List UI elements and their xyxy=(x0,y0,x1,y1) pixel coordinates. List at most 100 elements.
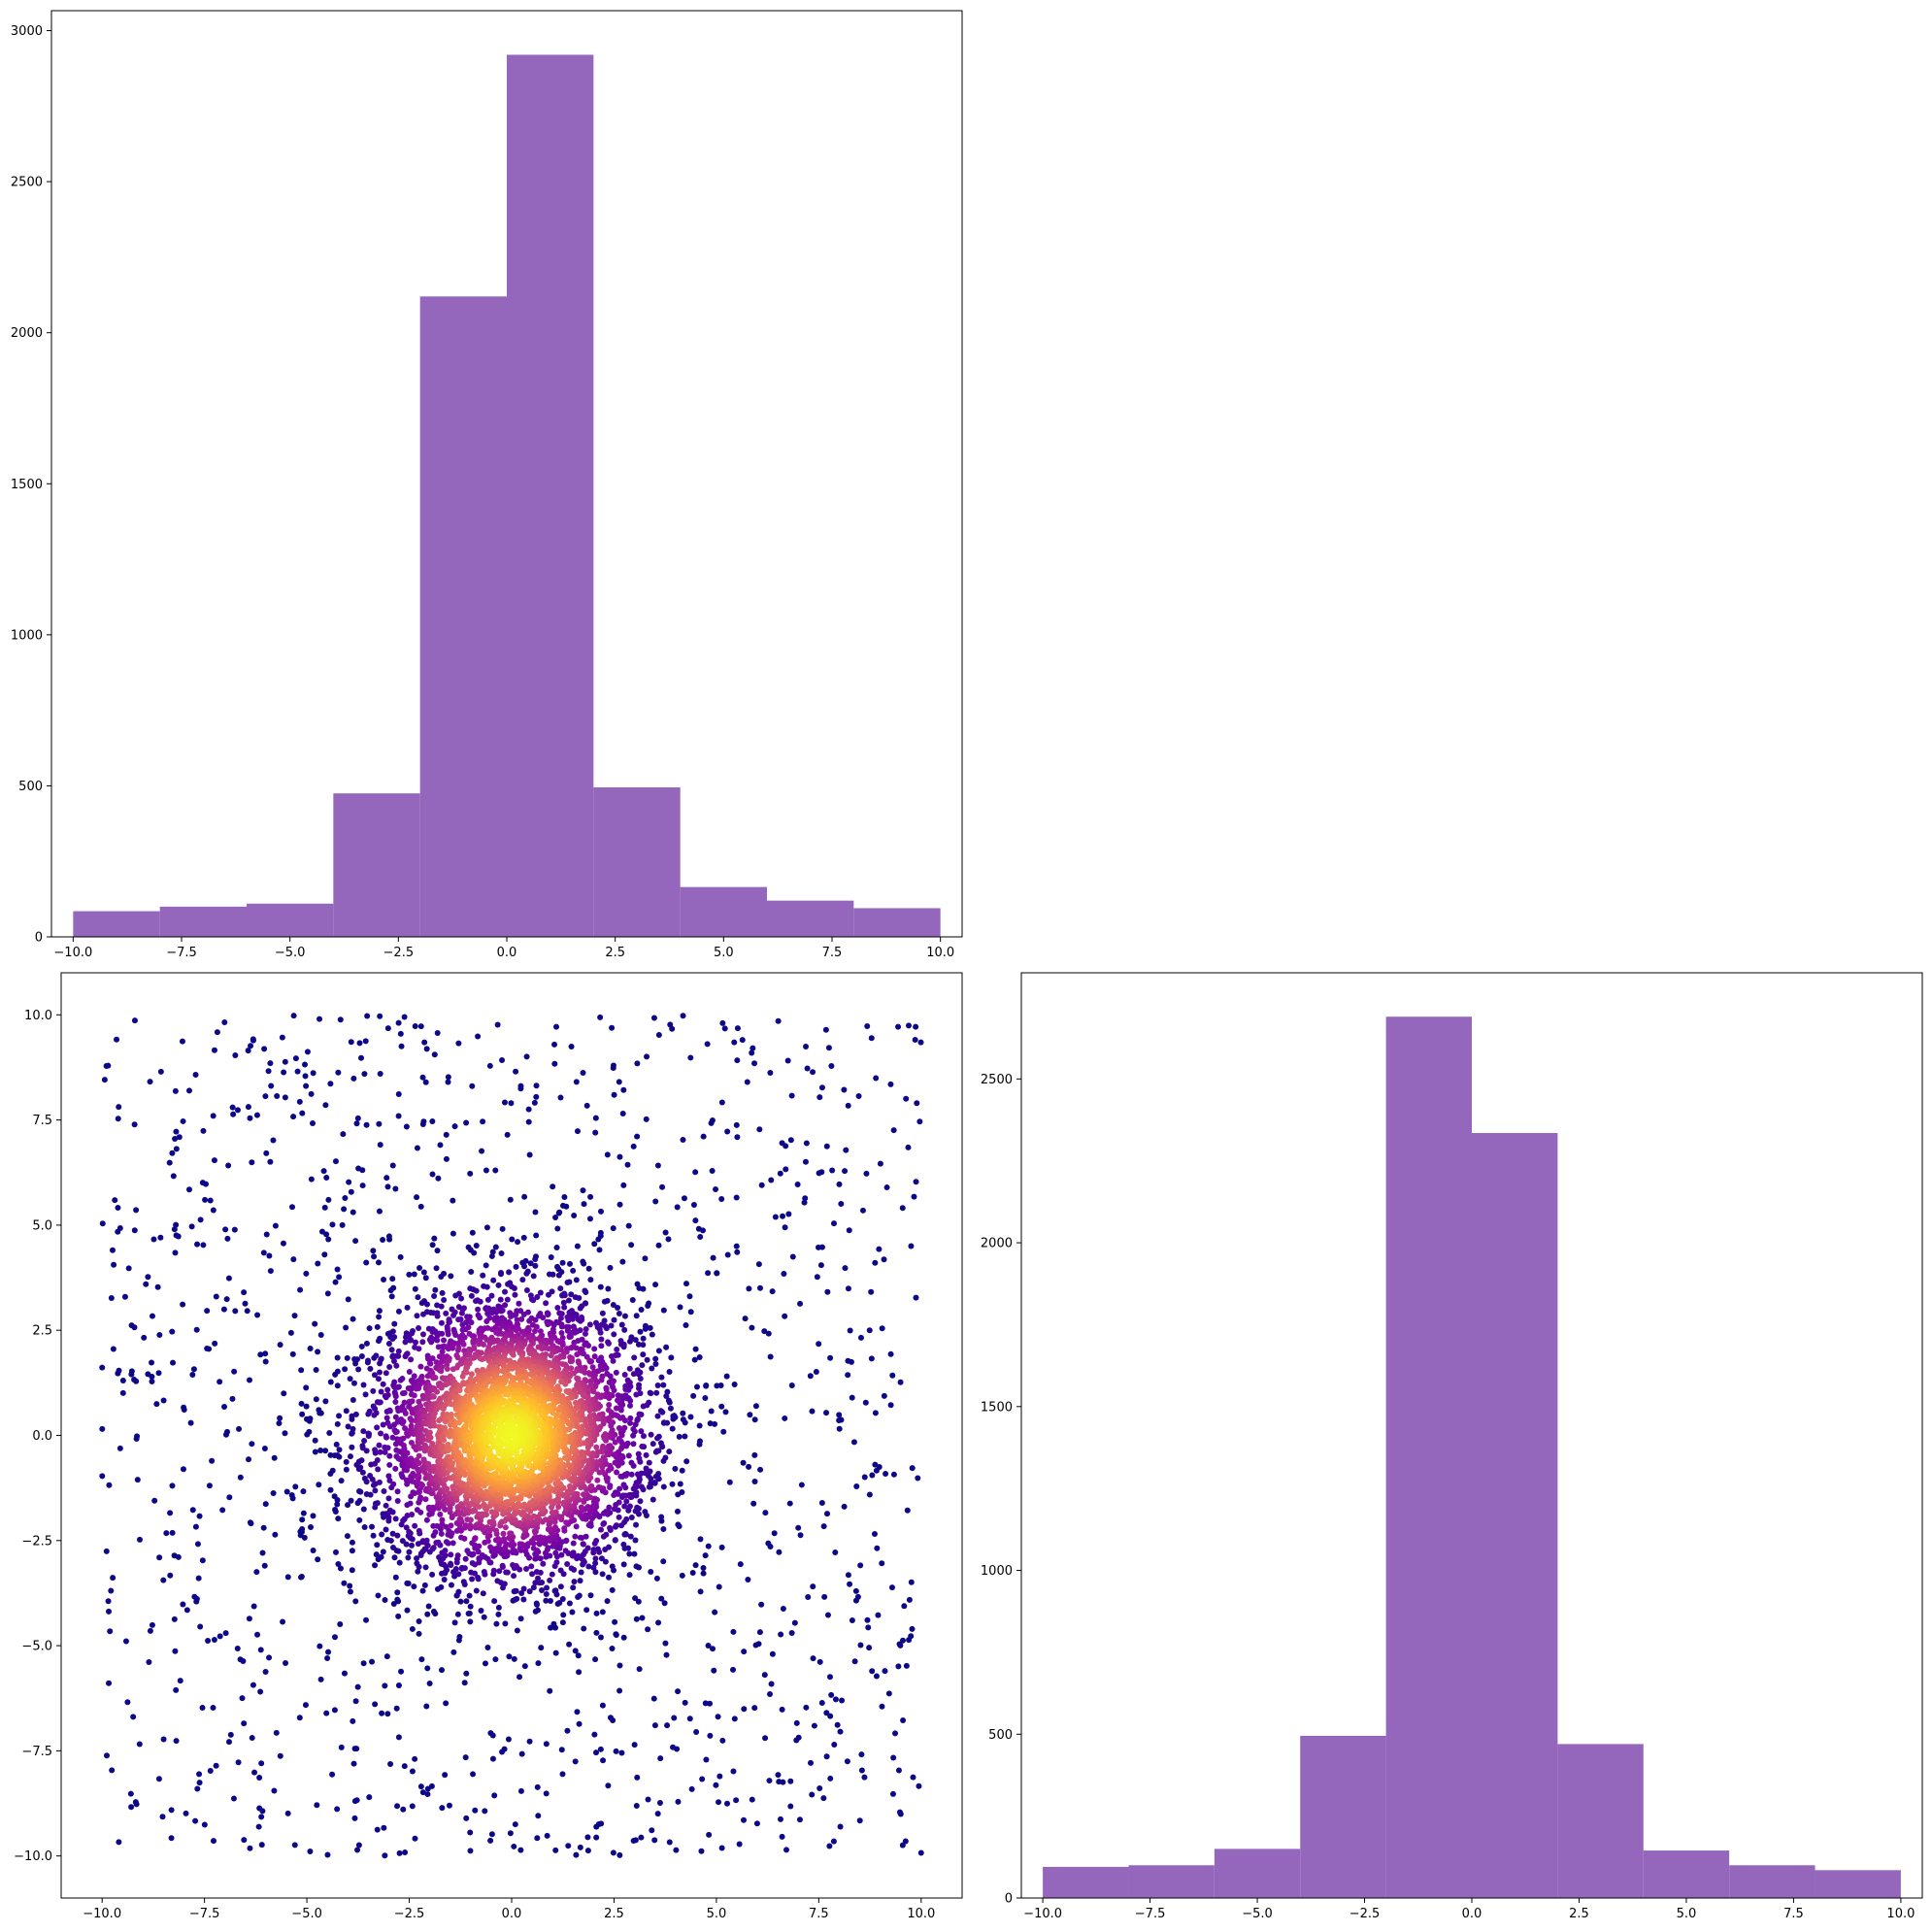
scatter-point xyxy=(352,1238,359,1245)
scatter-point xyxy=(559,1259,566,1266)
scatter-point xyxy=(101,1077,108,1083)
scatter-point xyxy=(813,1369,819,1376)
scatter-point xyxy=(544,1584,550,1591)
scatter-point xyxy=(531,1535,538,1542)
scatter-point xyxy=(416,1459,422,1466)
scatter-point xyxy=(655,1031,662,1038)
scatter-point xyxy=(565,1297,572,1304)
scatter-point xyxy=(621,1313,628,1319)
scatter-point xyxy=(548,1597,554,1604)
scatter-point xyxy=(437,1142,444,1149)
scatter-point xyxy=(377,1369,383,1376)
scatter-point xyxy=(872,1461,879,1468)
scatter-point xyxy=(649,1365,655,1372)
scatter-point xyxy=(549,1498,555,1505)
scatter-point xyxy=(172,1087,179,1094)
scatter-point xyxy=(708,1119,715,1126)
scatter-point xyxy=(612,1439,618,1446)
scatter-point xyxy=(622,1386,629,1393)
scatter-point xyxy=(782,1313,788,1319)
scatter-point xyxy=(166,1159,173,1166)
scatter-point xyxy=(866,1645,873,1651)
scatter-point xyxy=(644,1053,650,1060)
scatter-point xyxy=(411,1271,417,1278)
scatter-point xyxy=(256,1775,263,1782)
scatter-point xyxy=(868,1035,875,1042)
scatter-point xyxy=(660,1419,667,1426)
scatter-point xyxy=(504,1131,511,1138)
scatter-point xyxy=(816,1094,823,1101)
scatter-point xyxy=(151,1497,158,1504)
scatter-point xyxy=(734,1025,741,1032)
scatter-point xyxy=(862,1399,869,1406)
scatter-point xyxy=(707,1420,714,1427)
scatter-point xyxy=(388,1293,395,1300)
scatter-point xyxy=(628,1471,635,1478)
scatter-point xyxy=(429,1355,436,1362)
scatter-point xyxy=(565,1843,572,1849)
scatter-point xyxy=(467,1516,474,1523)
scatter-point xyxy=(467,1603,474,1610)
scatter-point xyxy=(718,1196,725,1203)
scatter-point xyxy=(363,1479,370,1485)
scatter-point xyxy=(615,1304,621,1311)
scatter-point xyxy=(260,1249,267,1256)
scatter-point xyxy=(109,1767,116,1774)
scatter-point xyxy=(479,1148,485,1154)
scatter-point xyxy=(331,1634,338,1641)
scatter-point xyxy=(722,1409,729,1416)
scatter-point xyxy=(563,1519,570,1526)
scatter-point xyxy=(584,1545,591,1551)
scatter-point xyxy=(599,1609,606,1616)
scatter-point xyxy=(439,1330,446,1337)
scatter-point xyxy=(872,1259,879,1266)
scatter-point xyxy=(386,1364,393,1371)
scatter-point xyxy=(262,1350,269,1357)
scatter-point xyxy=(756,1284,763,1291)
scatter-point xyxy=(570,1540,577,1547)
scatter-point xyxy=(455,1571,462,1578)
scatter-point xyxy=(758,1601,765,1608)
scatter-point xyxy=(696,1353,703,1360)
scatter-point xyxy=(607,1264,614,1271)
scatter-point xyxy=(418,1482,425,1488)
scatter-point xyxy=(197,1216,204,1223)
scatter-point xyxy=(902,1838,909,1845)
scatter-point xyxy=(423,1301,430,1308)
scatter-point xyxy=(605,1407,612,1414)
scatter-point xyxy=(516,1541,523,1548)
scatter-point xyxy=(597,1208,604,1215)
scatter-point xyxy=(321,1251,328,1258)
scatter-point xyxy=(626,1338,633,1345)
scatter-point xyxy=(185,1087,192,1094)
scatter-point xyxy=(466,1592,473,1599)
scatter-point xyxy=(394,1803,401,1810)
scatter-point xyxy=(571,1213,578,1219)
scatter-point xyxy=(855,1092,862,1099)
scatter-point xyxy=(145,1274,151,1281)
scatter-point xyxy=(437,1525,444,1532)
scatter-point xyxy=(583,1102,590,1109)
scatter-point xyxy=(469,1576,476,1582)
scatter-point xyxy=(881,1256,887,1263)
scatter-point xyxy=(245,1048,251,1054)
scatter-point xyxy=(768,1177,775,1183)
scatter-point xyxy=(241,1289,248,1296)
scatter-point xyxy=(403,1524,410,1531)
scatter-point xyxy=(196,1513,203,1519)
scatter-point xyxy=(468,1269,475,1276)
scatter-point xyxy=(382,1449,388,1455)
scatter-point xyxy=(402,1410,409,1416)
scatter-point xyxy=(815,1244,821,1250)
scatter-point xyxy=(640,1403,647,1410)
scatter-point xyxy=(463,1119,470,1126)
scatter-point xyxy=(675,1688,682,1695)
scatter-point xyxy=(779,1706,785,1713)
scatter-point xyxy=(634,1133,641,1140)
scatter-point xyxy=(783,1166,789,1173)
scatter-point xyxy=(635,1385,642,1392)
scatter-point xyxy=(654,1382,661,1388)
scatter-point xyxy=(310,1070,316,1077)
scatter-point xyxy=(758,1182,765,1188)
